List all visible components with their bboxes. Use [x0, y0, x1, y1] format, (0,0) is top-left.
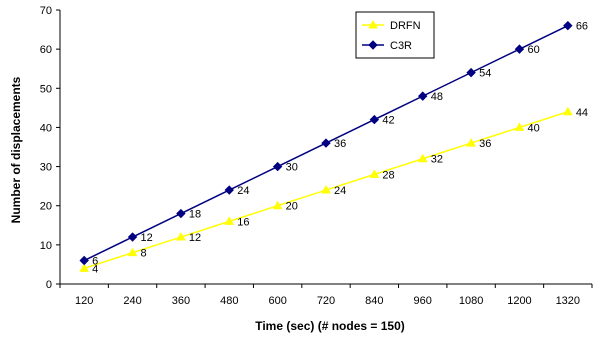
y-tick-label: 20 [40, 201, 52, 213]
y-tick-label: 60 [40, 44, 52, 56]
data-label-drfn: 44 [576, 107, 588, 119]
y-tick-label: 30 [40, 162, 52, 174]
data-label-c3r: 18 [189, 209, 201, 221]
point-c3r [514, 44, 525, 54]
x-tick-label: 120 [75, 295, 93, 307]
x-tick-label: 240 [123, 295, 141, 307]
point-drfn [127, 247, 138, 257]
x-tick-label: 600 [268, 295, 286, 307]
data-label-c3r: 48 [431, 91, 443, 103]
point-drfn [466, 138, 476, 147]
point-c3r [79, 255, 89, 266]
data-label-c3r: 12 [141, 232, 153, 244]
point-drfn [79, 263, 90, 272]
data-label-drfn: 24 [334, 185, 346, 197]
point-c3r [176, 208, 186, 219]
legend-label-drfn: DRFN [390, 20, 421, 32]
x-tick-label: 960 [414, 295, 432, 307]
point-drfn [514, 122, 525, 131]
point-c3r [563, 20, 573, 31]
legend: DRFN C3R [355, 11, 435, 59]
data-label-drfn: 12 [189, 232, 201, 244]
point-drfn [272, 200, 283, 210]
y-tick-label: 10 [40, 240, 52, 252]
x-tick-label: 1080 [459, 295, 483, 307]
y-tick-label: 70 [40, 5, 52, 17]
point-drfn [369, 169, 380, 178]
legend-label-c3r: C3R [390, 40, 412, 52]
data-label-drfn: 20 [286, 201, 298, 213]
x-tick-label: 480 [220, 295, 238, 307]
y-tick-label: 50 [40, 83, 52, 95]
x-tick-label: 840 [365, 295, 383, 307]
data-label-c3r: 30 [286, 162, 298, 174]
point-c3r [272, 161, 283, 172]
data-label-c3r: 36 [334, 138, 346, 150]
point-c3r [418, 91, 428, 101]
data-label-drfn: 32 [431, 154, 443, 166]
data-label-drfn: 36 [479, 138, 491, 150]
data-label-c3r: 54 [479, 68, 491, 80]
y-axis-title: Number of displacements [9, 76, 23, 223]
x-tick-label: 720 [317, 295, 335, 307]
data-labels: 4812162024283236404461218243036424854606… [92, 21, 588, 276]
data-label-c3r: 60 [527, 44, 539, 56]
data-label-c3r: 42 [382, 115, 394, 127]
point-drfn [321, 185, 331, 194]
point-c3r [224, 185, 234, 195]
series-group [79, 20, 573, 272]
data-label-drfn: 28 [382, 169, 394, 181]
data-label-c3r: 6 [92, 256, 98, 268]
point-c3r [466, 67, 476, 78]
point-c3r [127, 232, 138, 242]
legend-box [355, 11, 435, 59]
data-label-drfn: 8 [141, 248, 147, 260]
data-label-drfn: 4 [92, 263, 98, 275]
x-tick-label: 1320 [556, 295, 580, 307]
data-label-c3r: 66 [576, 21, 588, 33]
data-label-drfn: 40 [527, 122, 539, 134]
x-axis-title: Time (sec) (# nodes = 150) [255, 319, 405, 333]
point-drfn [224, 216, 235, 225]
data-label-c3r: 24 [237, 185, 249, 197]
point-drfn [562, 106, 573, 116]
point-c3r [369, 114, 380, 125]
x-tick-label: 1200 [507, 295, 531, 307]
legend-marker-drfn [368, 19, 378, 29]
point-drfn [417, 153, 428, 163]
y-tick-label: 0 [46, 279, 52, 291]
data-label-drfn: 16 [237, 216, 249, 228]
x-tick-label: 360 [172, 295, 190, 307]
legend-marker-c3r [368, 40, 378, 50]
point-c3r [321, 138, 331, 148]
point-drfn [176, 232, 186, 241]
y-tick-label: 40 [40, 122, 52, 134]
